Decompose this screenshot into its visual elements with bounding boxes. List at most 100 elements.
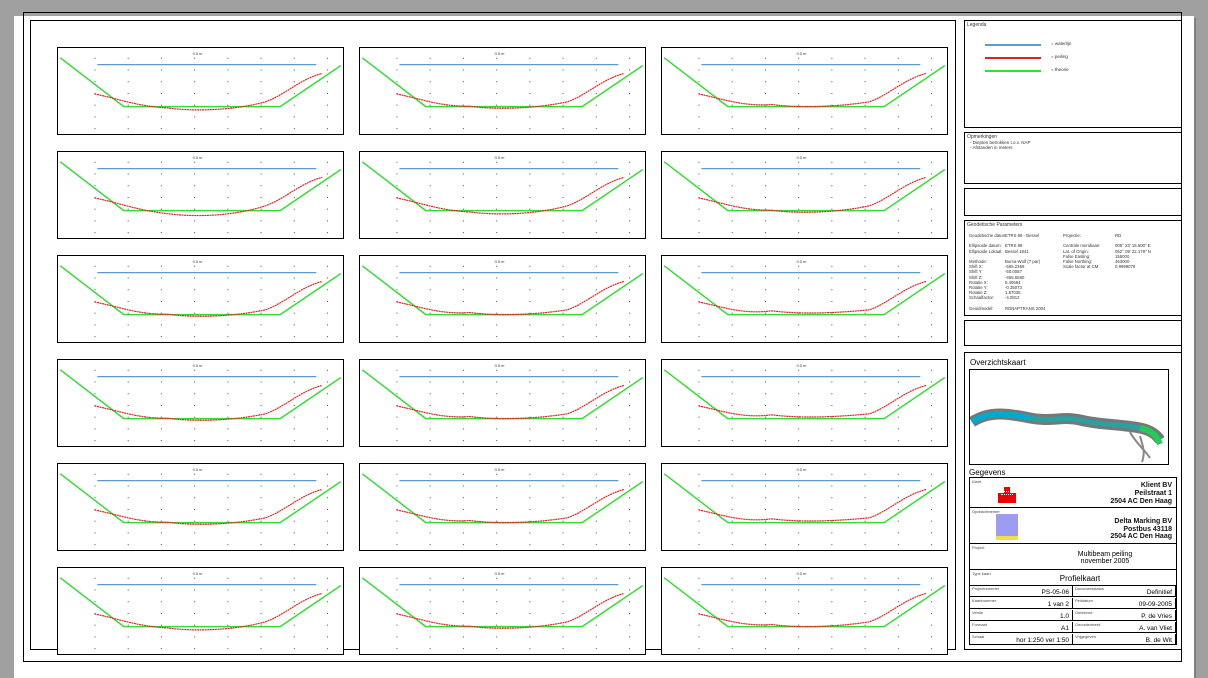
theoretical-profile (361, 161, 644, 212)
profile-chart: 0.0 m (663, 51, 946, 130)
geodetic-cell: Centrale meridiaan: (1063, 243, 1101, 249)
legend-title: Legenda (967, 22, 987, 28)
surveyed-profile (396, 592, 625, 629)
geodetic-cell: 005° 23' 15.500" E (1115, 243, 1151, 249)
project-line-1: Multibeam peiling (1077, 551, 1133, 558)
profile-chart: 0.0 m (59, 363, 342, 442)
theoretical-profile (663, 369, 946, 420)
profile-label: 0.0 m (495, 51, 505, 56)
data-cell: Documentstatus Definitief (1073, 586, 1176, 597)
data-cell-value: Definitief (1146, 589, 1172, 596)
profile-chart: 0.0 m (361, 363, 644, 442)
legend-box: Legenda = waterlijn = peiling = theorie (964, 20, 1182, 128)
data-cell-label: Projectnummer (972, 586, 1000, 591)
project-label: Project (972, 545, 985, 550)
geodetic-cell: -465.6580 (1005, 274, 1025, 280)
profile-panel: 0.0 m (57, 567, 344, 655)
geodetic-cell: Rotatie Y: (969, 284, 988, 290)
profile-chart: 0.0 m (663, 363, 946, 442)
data-cell-value: PS-05-06 (1041, 589, 1069, 596)
profile-chart: 0.0 m (59, 259, 342, 338)
surveyed-profile (94, 384, 323, 421)
legend-item-survey: = peiling (985, 54, 1175, 62)
profile-chart: 0.0 m (361, 467, 644, 546)
geodetic-cell: Rotatie Z: (969, 290, 988, 296)
theoretical-profile (59, 369, 342, 420)
geodetic-row: Ellipsoide datum: ETRS 89 Centrale meridia… (969, 243, 1179, 248)
data-cell: Vrijgegeven B. de Wit (1073, 634, 1176, 645)
data-cell-label: Versie (972, 610, 984, 615)
theoretical-profile (361, 369, 644, 420)
profile-label: 0.0 m (797, 571, 807, 576)
data-cell-label: Formaat (972, 622, 987, 627)
map-type-value: Profielkaart (1059, 574, 1101, 583)
theoretical-profile (59, 473, 342, 524)
geodetic-cell: False Northing: (1063, 258, 1093, 264)
geodetic-row: Geodetische datum: ETRS 89 - Bessel Projec… (969, 233, 1179, 238)
geodetic-cell: -4.0812 (1005, 295, 1020, 301)
geodetic-grid: Geodetische datum: ETRS 89 - Bessel Projec… (969, 233, 1179, 311)
theoretical-profile (663, 577, 946, 628)
profile-label: 0.0 m (193, 259, 203, 264)
client-label: Klant (972, 479, 982, 484)
geodetic-row: Shift Z: -465.6580 (969, 275, 1179, 280)
empty-box-2 (964, 320, 1182, 346)
geodetic-row: Geoidmodel: RDNAPTRANS 2004 (969, 306, 1179, 311)
profile-label: 0.0 m (495, 155, 505, 160)
surveyed-profile (396, 384, 625, 420)
project-row: Project Multibeam peiling november 2005 (970, 544, 1176, 570)
profile-label: 0.0 m (495, 363, 505, 368)
profile-label: 0.0 m (797, 155, 807, 160)
geodetic-cell: RDNAPTRANS 2004 (1005, 305, 1046, 311)
surveyed-profile (94, 592, 323, 631)
contractor-line-2: Postbus 43118 (1123, 526, 1172, 533)
map-type-row: Type kaart Profielkaart (970, 570, 1176, 586)
surveyed-profile (698, 176, 927, 213)
survey-swatch (985, 57, 1041, 59)
profile-chart: 0.0 m (59, 155, 342, 234)
profile-chart: 0.0 m (59, 571, 342, 650)
surveyed-profile (94, 72, 323, 111)
data-cell-label: Schaal (972, 634, 985, 639)
geodetic-row: False Easting: 155000 (969, 254, 1179, 259)
client-row: Klant Klient BV Peilstraat 1 2504 AC Den… (970, 478, 1176, 508)
geodetic-cell: 0.40694 (1005, 279, 1021, 285)
data-cell-label: Gecontroleerd (1075, 622, 1101, 627)
geodetic-row: Methode: Bursa-Wolf (7 par) False Northing… (969, 259, 1179, 264)
profile-panel: 0.0 m (661, 359, 948, 447)
profile-label: 0.0 m (193, 363, 203, 368)
surveyed-profile (94, 488, 323, 525)
contractor-label: Opdrachtnemer (972, 509, 1000, 514)
profile-panel: 0.0 m (359, 463, 646, 551)
profile-chart: 0.0 m (361, 51, 644, 130)
legend-label: = waterlijn (1051, 41, 1072, 46)
empty-box (964, 188, 1182, 216)
geodetic-row: Schaalfactor: -4.0812 (969, 295, 1179, 300)
data-cell: Kaartnummer 1 van 2 (970, 598, 1073, 609)
profile-chart: 0.0 m (663, 467, 946, 546)
data-title: Gegevens (969, 468, 1006, 477)
legend-item-theory: = theorie (985, 67, 1175, 75)
geodetic-cell: Rotatie X: (969, 279, 988, 285)
remarks-title: Opmerkingen (967, 134, 998, 140)
data-cell: Versie 1.0 (970, 610, 1073, 621)
profile-panel: 0.0 m (359, 151, 646, 239)
data-cell: Peildatum 09-09-2005 (1073, 598, 1176, 609)
client-line-1: Klient BV (1140, 482, 1172, 489)
profile-label: 0.0 m (495, 571, 505, 576)
profile-panel: 0.0 m (57, 463, 344, 551)
remarks-box: Opmerkingen - Diepten betrokken t.o.v. N… (964, 132, 1182, 184)
profile-chart: 0.0 m (361, 259, 644, 338)
overview-title: Overzichtskaart (970, 358, 1026, 367)
river-map (968, 408, 1165, 463)
geodetic-cell: RD (1115, 233, 1122, 238)
profile-label: 0.0 m (193, 467, 203, 472)
client-line-3: 2504 AC Den Haag (1110, 498, 1172, 505)
profile-label: 0.0 m (193, 51, 203, 56)
data-cell-value: A. van Vliet (1139, 625, 1172, 632)
profile-label: 0.0 m (797, 363, 807, 368)
data-cell-value: P. de Vries (1141, 613, 1172, 620)
geodetic-cell: 463000 (1115, 258, 1130, 264)
profile-panel: 0.0 m (661, 255, 948, 343)
